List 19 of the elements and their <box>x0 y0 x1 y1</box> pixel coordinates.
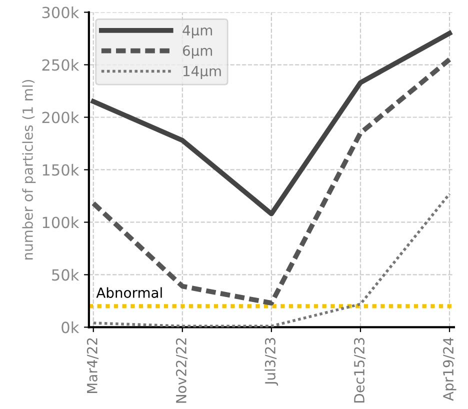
line-series <box>90 57 452 306</box>
x-tick-label: Apr19/24 <box>443 338 456 401</box>
legend-label: 4μm <box>182 25 212 38</box>
legend-label: 14μm <box>184 66 221 79</box>
line-series <box>92 192 451 328</box>
y-tick-label: 300k <box>42 6 80 18</box>
y-tick-label: 200k <box>42 111 80 124</box>
y-axis-title: number of particles (1 ml) <box>22 80 36 260</box>
x-tick-label: Mar4/22 <box>86 338 98 393</box>
y-tick-label: 100k <box>42 216 80 228</box>
y-tick-label: 50k <box>52 268 80 281</box>
x-tick-label: Dec15/23 <box>354 338 366 402</box>
ref-line-label: Abnormal <box>96 287 162 298</box>
x-tick-label: Nov22/22 <box>176 338 188 403</box>
y-tick-label: 0k <box>62 321 80 334</box>
y-tick-label: 250k <box>42 58 80 71</box>
legend-label: 6μm <box>182 45 212 59</box>
x-tick-label: Jul3/23 <box>264 338 278 386</box>
y-tick-label: 150k <box>42 164 80 176</box>
